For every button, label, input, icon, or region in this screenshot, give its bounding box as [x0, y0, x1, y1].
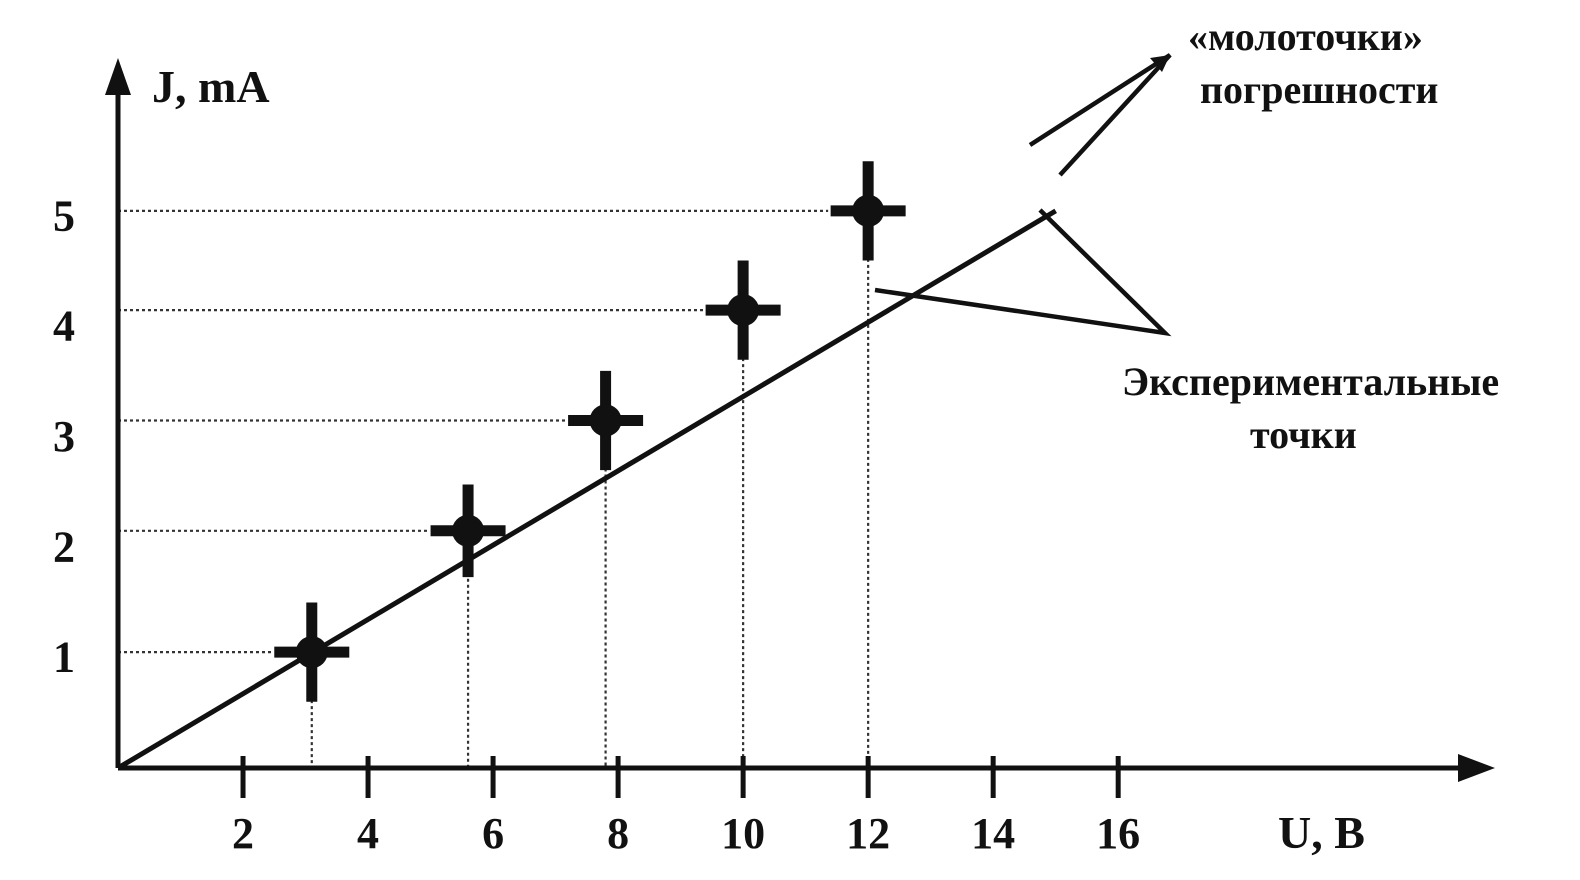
y-axis-arrow [105, 58, 131, 95]
annotation-error-bars-line1: «молоточки» [1188, 14, 1423, 59]
y-ticks: 1 2 3 4 5 [53, 191, 75, 681]
x-tick-label-12: 12 [846, 809, 890, 858]
y-tick-label-4: 4 [53, 302, 75, 351]
x-axis-title: U, B [1278, 807, 1365, 858]
error-bar-leader [1028, 53, 1172, 177]
point-marker-0 [295, 636, 328, 669]
fit-line-group [116, 208, 1057, 771]
data-point-2 [568, 370, 644, 471]
annotation-experimental-points-line1: Экспериментальные [1122, 359, 1499, 404]
axes [105, 58, 1495, 782]
annotation-error-bars-line2: погрешности [1200, 67, 1438, 112]
error-bar-leader-arrow [1150, 55, 1170, 72]
x-tick-label-4: 4 [357, 809, 379, 858]
y-tick-label-2: 2 [53, 522, 75, 571]
x-tick-label-6: 6 [482, 809, 504, 858]
y-tick-label-5: 5 [53, 191, 75, 240]
x-tick-label-14: 14 [971, 809, 1015, 858]
x-tick-label-8: 8 [607, 809, 629, 858]
data-point-0 [274, 602, 350, 702]
y-axis-title: J, mA [152, 61, 270, 112]
annotation-experimental-points-line2: точки [1250, 412, 1357, 457]
y-tick-label-1: 1 [53, 633, 75, 682]
point-marker-1 [452, 514, 485, 547]
x-tick-label-16: 16 [1096, 809, 1140, 858]
x-tick-label-2: 2 [232, 809, 254, 858]
projection-guides [118, 209, 870, 768]
fit-line [116, 208, 1057, 771]
annotation-leaders [874, 53, 1172, 337]
x-ticks: 2 4 6 8 10 12 14 16 [232, 756, 1140, 858]
annotation-error-bars: «молоточки» погрешности [1188, 14, 1438, 112]
data-point-1 [430, 484, 506, 578]
x-axis-arrow [1458, 754, 1495, 782]
y-tick-label-3: 3 [53, 412, 75, 461]
point-marker-2 [589, 404, 622, 437]
data-point-4 [830, 161, 906, 261]
x-tick-label-10: 10 [721, 809, 765, 858]
point-marker-4 [852, 194, 885, 227]
data-point-3 [705, 260, 781, 360]
annotation-experimental-points: Экспериментальные точки [1122, 359, 1499, 457]
data-points [274, 161, 906, 702]
points-leader [874, 208, 1172, 337]
point-marker-3 [727, 294, 760, 327]
